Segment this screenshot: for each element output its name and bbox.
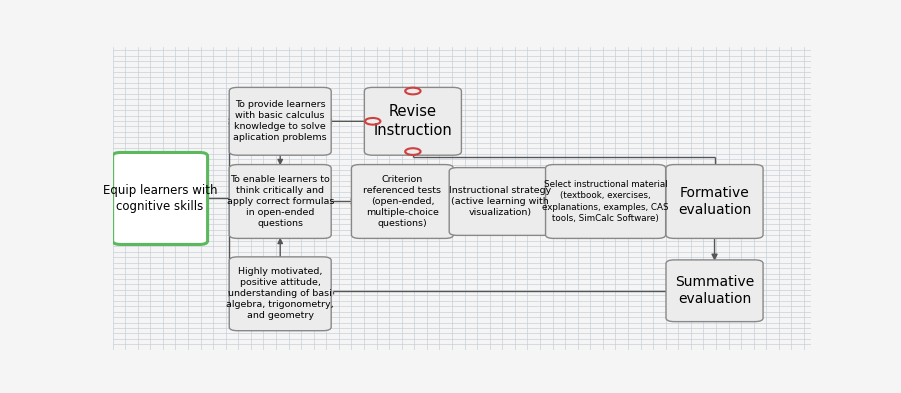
Text: Instructional strategy
(active learning with
visualization): Instructional strategy (active learning … [449, 186, 551, 217]
FancyBboxPatch shape [666, 165, 763, 239]
FancyBboxPatch shape [113, 152, 207, 244]
Text: Select instructional material
(textbook, exercises,
explanations, examples, CAS
: Select instructional material (textbook,… [542, 180, 669, 223]
FancyBboxPatch shape [666, 260, 763, 321]
FancyBboxPatch shape [450, 167, 551, 235]
Text: Revise
Instruction: Revise Instruction [374, 105, 452, 138]
Text: To enable learners to
think critically and
apply correct formulas
in open-ended
: To enable learners to think critically a… [226, 175, 334, 228]
FancyBboxPatch shape [229, 165, 332, 239]
Text: Summative
evaluation: Summative evaluation [675, 275, 754, 307]
FancyBboxPatch shape [545, 165, 666, 239]
Text: Equip learners with
cognitive skills: Equip learners with cognitive skills [103, 184, 217, 213]
FancyBboxPatch shape [229, 87, 332, 155]
Text: Criterion
referenced tests
(open-ended,
multiple-choice
questions): Criterion referenced tests (open-ended, … [363, 175, 441, 228]
Text: Formative
evaluation: Formative evaluation [678, 186, 751, 217]
Text: To provide learners
with basic calculus
knowledge to solve
aplication problems: To provide learners with basic calculus … [233, 100, 327, 142]
FancyBboxPatch shape [229, 257, 332, 331]
FancyBboxPatch shape [364, 87, 461, 155]
FancyBboxPatch shape [351, 165, 453, 239]
Text: Highly motivated,
positive attitude,
understanding of basi
algebra, trigonometry: Highly motivated, positive attitude, und… [226, 267, 334, 320]
